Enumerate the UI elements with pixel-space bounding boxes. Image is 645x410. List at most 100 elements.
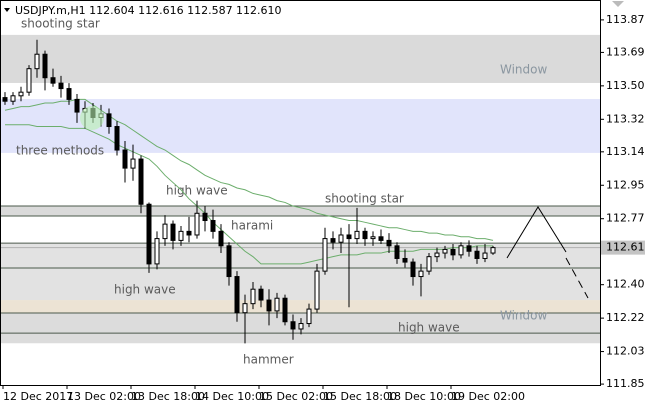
- candle-body: [338, 234, 344, 243]
- candle-body: [186, 230, 192, 236]
- annotation: hammer: [243, 353, 294, 367]
- candle-body: [18, 91, 24, 97]
- candle-body: [2, 97, 8, 102]
- x-tick-label: 13 Dec 02:00: [67, 390, 141, 403]
- candle-body: [250, 288, 256, 305]
- y-tick-label: 112.220: [606, 311, 645, 324]
- y-tick-label: 113.320: [606, 112, 645, 125]
- candle-body: [202, 212, 208, 222]
- forecast-dash: [565, 257, 589, 299]
- candle-body: [10, 95, 16, 102]
- forecast-path: [506, 206, 567, 259]
- candle-body: [146, 203, 152, 265]
- candle-body: [170, 223, 176, 241]
- header: USDJPY.m,H1 112.604 112.616 112.587 112.…: [15, 4, 282, 17]
- y-tick-label: 113.690: [606, 45, 645, 58]
- annotation: three methods: [16, 144, 104, 158]
- zone: [1, 243, 600, 301]
- candle-body: [402, 257, 408, 263]
- annotation: high wave: [114, 283, 176, 297]
- current-price-label: 112.610: [606, 241, 645, 254]
- candle-body: [58, 82, 64, 90]
- candle-body: [290, 321, 296, 330]
- candle-body: [362, 230, 368, 240]
- shift-marker: [612, 1, 624, 7]
- candle-body: [154, 238, 160, 265]
- candle-body: [306, 308, 312, 325]
- candle-body: [322, 238, 328, 272]
- ma-line: [5, 124, 493, 265]
- candle-body: [258, 288, 264, 301]
- x-tick-label: 15 Dec 02:00: [259, 390, 333, 403]
- y-tick-label: 111.855: [606, 377, 645, 390]
- annotation: shooting star: [325, 192, 404, 206]
- candle-body: [378, 236, 384, 241]
- candle-body: [178, 230, 184, 241]
- annotation: Window: [500, 309, 548, 323]
- candle-body: [466, 245, 472, 252]
- candle-body: [210, 220, 216, 232]
- candle-body: [42, 53, 48, 79]
- plot: [0, 39, 600, 344]
- candle-body: [226, 245, 232, 278]
- candle-body: [346, 234, 352, 240]
- annotation: harami: [231, 219, 273, 233]
- zone: [1, 206, 600, 216]
- y-tick-label: 113.505: [606, 79, 645, 92]
- candle-body: [114, 126, 120, 151]
- y-tick-label: 112.770: [606, 212, 645, 225]
- candle-body: [394, 245, 400, 259]
- candle-body: [242, 303, 248, 314]
- candle-body: [50, 77, 56, 84]
- candle-body: [282, 297, 288, 323]
- candle-body: [138, 158, 144, 205]
- x-tick-label: 18 Dec 10:00: [387, 390, 461, 403]
- candle-body: [34, 53, 40, 70]
- x-tick-label: 13 Dec 18:00: [131, 390, 205, 403]
- y-tick-label: 112.035: [606, 345, 645, 358]
- plot-frame: [0, 0, 601, 386]
- candle-body: [122, 149, 128, 169]
- candle-body: [106, 113, 112, 128]
- candle-body: [218, 230, 224, 247]
- candle-body: [442, 248, 448, 254]
- ma-line: [4, 98, 494, 241]
- candle-body: [194, 212, 200, 236]
- candle-body: [434, 252, 440, 258]
- candle-body: [458, 245, 464, 256]
- x-tick-label: 19 Dec 02:00: [451, 390, 525, 403]
- candle-body: [426, 256, 432, 272]
- candle-body: [74, 98, 80, 113]
- annotation: Window: [500, 63, 548, 77]
- candle-body: [370, 236, 376, 240]
- candle-body: [234, 276, 240, 314]
- zones: shooting star Window three methods high wav…: [0, 17, 600, 367]
- annotation: shooting star: [21, 17, 100, 31]
- candle-body: [474, 250, 480, 259]
- candle-body: [482, 252, 488, 259]
- candle-body: [274, 297, 280, 312]
- zone: [1, 34, 600, 83]
- annotation: high wave: [398, 321, 460, 335]
- candle-body: [298, 323, 304, 330]
- highlight: [80, 106, 104, 130]
- y-tick-label: 113.870: [606, 13, 645, 26]
- y-tick-label: 113.140: [606, 145, 645, 158]
- annotation: high wave: [166, 184, 228, 198]
- candle-body: [314, 270, 320, 310]
- current-price-box: [601, 240, 645, 255]
- candle-body: [266, 299, 272, 312]
- y-tick-label: 112.405: [606, 278, 645, 291]
- x-tick-label: 15 Dec 18:00: [323, 390, 397, 403]
- candle-body: [26, 68, 32, 93]
- candle-body: [66, 88, 72, 100]
- candle-body: [130, 158, 136, 169]
- candle-body: [330, 238, 336, 243]
- candle-body: [354, 230, 360, 240]
- zone: [1, 300, 600, 314]
- x-tick-label: 12 Dec 2017: [3, 390, 73, 403]
- candle-body: [490, 247, 496, 254]
- candle-body: [450, 248, 456, 256]
- candle-body: [418, 270, 424, 278]
